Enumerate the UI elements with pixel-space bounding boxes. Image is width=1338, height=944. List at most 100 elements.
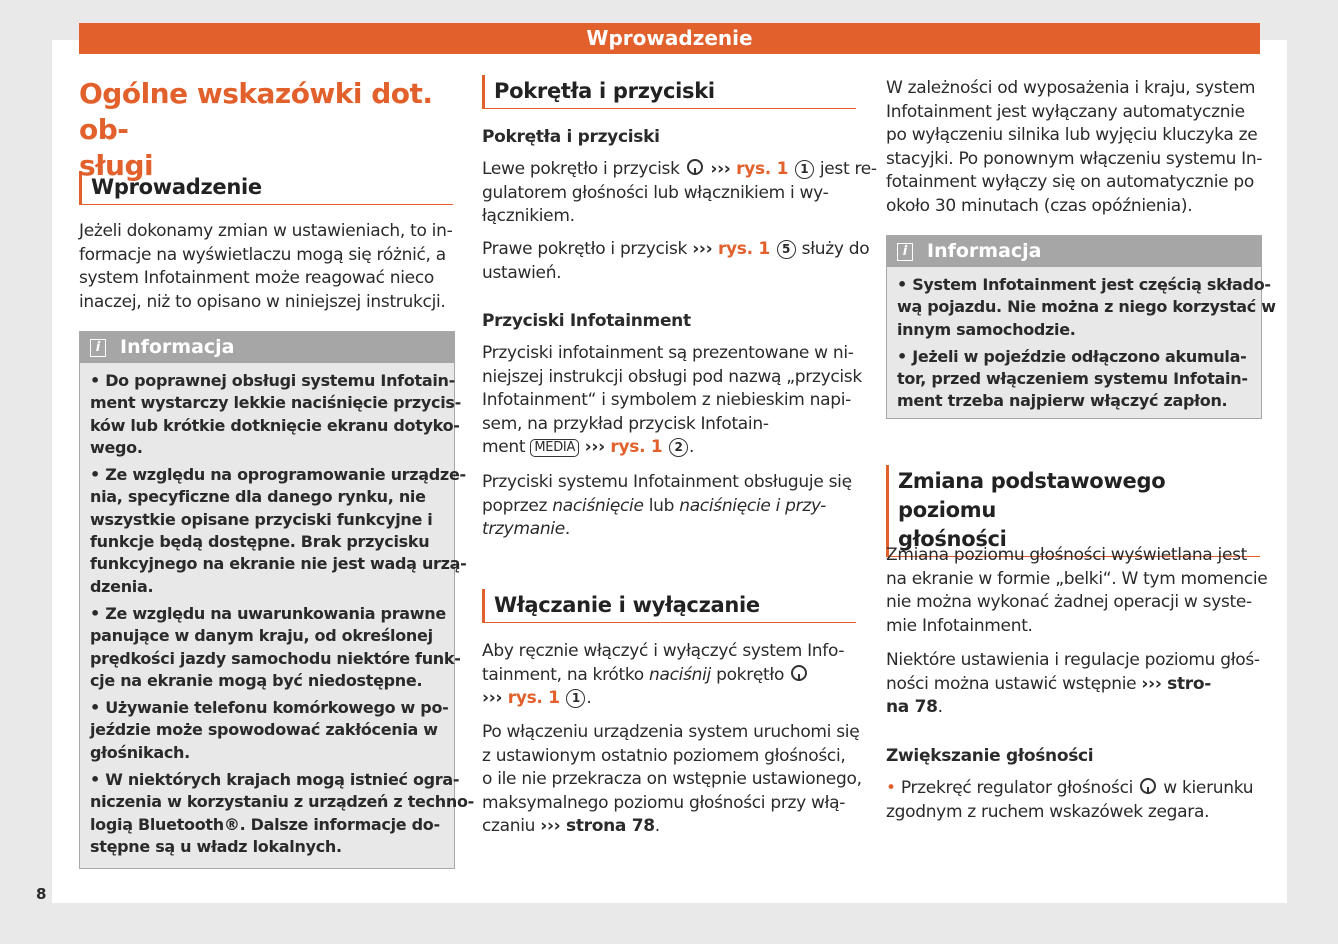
text-line: • Przekręć regulator głośności w kierunk… bbox=[886, 777, 1260, 801]
bold-text: na 78 bbox=[886, 697, 938, 718]
figure-reference[interactable]: rys. 1 bbox=[610, 437, 669, 458]
knob-icon bbox=[686, 159, 703, 175]
callout-number: 1 bbox=[794, 160, 814, 179]
text-line: ności można ustawić wstępnie ››› stro- bbox=[886, 673, 1260, 697]
bold-text: ››› stro- bbox=[1141, 673, 1212, 694]
paragraph: Po włączeniu urządzenia system uruchomi … bbox=[482, 721, 862, 839]
text: . bbox=[937, 697, 943, 718]
text-line: łącznikiem. bbox=[482, 206, 575, 227]
text-line: • System Infotainment jest częścią skład… bbox=[897, 275, 1271, 294]
text-line: około 30 minutach (czas opóźnienia). bbox=[886, 195, 1193, 216]
text-line: nia, specyficzne dla danego rynku, nie bbox=[90, 487, 426, 507]
text: . bbox=[564, 519, 570, 540]
text-line: na ekranie w formie „belki“. W tym momen… bbox=[886, 568, 1268, 589]
text-line: poprzez naciśnięcie lub naciśnięcie i pr… bbox=[482, 495, 856, 519]
text-line: panujące w danym kraju, od określonej bbox=[90, 626, 433, 646]
info-box-header: i Informacja bbox=[887, 236, 1261, 267]
bold-text: ››› bbox=[692, 239, 718, 259]
text-line: Aby ręcznie włączyć i wyłączyć system In… bbox=[482, 641, 845, 661]
text: czaniu bbox=[482, 816, 541, 837]
section-heading: Włączanie i wyłączanie bbox=[482, 589, 856, 623]
text-line: Przyciski infotainment są prezentowane w… bbox=[482, 343, 854, 363]
text-line: funkcje będą dostępne. Brak przycisku bbox=[90, 532, 430, 552]
figure-reference[interactable]: rys. 1 bbox=[507, 688, 566, 709]
text-line: • Ze względu na uwarunkowania prawne bbox=[90, 603, 446, 623]
text-line: wą pojazdu. Nie można z niego korzystać … bbox=[897, 297, 1276, 317]
subheading: Przyciski Infotainment bbox=[482, 310, 856, 334]
text-line: prędkości jazdy samochodu niektóre funk- bbox=[90, 648, 461, 668]
text: ment bbox=[482, 437, 531, 458]
paragraph: Lewe pokrętło i przycisk ››› rys. 1 1 je… bbox=[482, 158, 877, 229]
text: Przekręć regulator głośności bbox=[900, 778, 1139, 798]
text-line: Zmiana poziomu głośności wyświetlana jes… bbox=[886, 545, 1248, 565]
text-line: zgodnym z ruchem wskazówek zegara. bbox=[886, 801, 1210, 822]
text-line: z ustawionym ostatnio poziomem głośności… bbox=[482, 745, 846, 766]
knob-icon bbox=[1140, 778, 1157, 794]
figure-reference[interactable]: rys. 1 bbox=[736, 159, 794, 179]
text-line: • Do poprawnej obsługi systemu Infotain- bbox=[90, 371, 455, 390]
text-line: ment wystarczy lekkie naciśnięcie przyci… bbox=[90, 393, 461, 413]
italic-text: naciśnięcie bbox=[552, 495, 644, 516]
text: . bbox=[654, 816, 660, 837]
text-line: trzymanie. bbox=[482, 518, 856, 542]
bold-text: ››› strona 78 bbox=[540, 816, 655, 837]
text-line: Zmiana podstawowego poziomu bbox=[898, 469, 1166, 522]
text-line: Jeżeli dokonamy zmian w ustawieniach, to… bbox=[79, 221, 453, 241]
text-line: jeździe może spowodować zakłócenia w bbox=[90, 720, 438, 740]
info-bullet: • Jeżeli w pojeździe odłączono akumula-t… bbox=[887, 346, 1261, 413]
paragraph: Prawe pokrętło i przycisk ››› rys. 1 5 s… bbox=[482, 238, 870, 285]
text: służy do bbox=[796, 239, 870, 259]
paragraph: W zależności od wyposażenia i kraju, sys… bbox=[886, 77, 1262, 219]
info-bullet: • Do poprawnej obsługi systemu Infotain-… bbox=[80, 370, 461, 459]
text-line: • Używanie telefonu komórkowego w po- bbox=[90, 698, 449, 718]
media-button-label: MEDIA bbox=[530, 439, 580, 458]
chapter-header: Wprowadzenie bbox=[79, 23, 1260, 54]
info-bullet: • Ze względu na oprogramowanie urządze-n… bbox=[80, 464, 467, 598]
paragraph: Przyciski infotainment są prezentowane w… bbox=[482, 342, 862, 460]
text-line: Ogólne wskazówki dot. ob- bbox=[79, 77, 433, 146]
text-line: funkcyjnego na ekranie nie jest wadą urz… bbox=[90, 554, 467, 574]
text-line: system Infotainment może reagować nieco bbox=[79, 268, 434, 289]
info-box-header: i Informacja bbox=[80, 332, 454, 363]
text-line: Po włączeniu urządzenia system uruchomi … bbox=[482, 722, 860, 742]
subheading: Zwiększanie głośności bbox=[886, 745, 1260, 769]
text-line: innym samochodzie. bbox=[897, 319, 1076, 339]
paragraph: • Przekręć regulator głośności w kierunk… bbox=[886, 777, 1260, 824]
knob-icon bbox=[791, 664, 808, 681]
text-line: Infotainment jest wyłączany automatyczni… bbox=[886, 101, 1245, 122]
text-line: Prawe pokrętło i przycisk ››› rys. 1 5 s… bbox=[482, 238, 870, 262]
text-line: po wyłączeniu silnika lub wyjęciu kluczy… bbox=[886, 125, 1258, 146]
text-line: formacje na wyświetlaczu mogą się różnić… bbox=[79, 244, 446, 265]
text: jest re- bbox=[814, 159, 877, 179]
text: pokrętło bbox=[710, 664, 790, 685]
text-line: Przyciski systemu Infotainment obsługuje… bbox=[482, 472, 852, 492]
text-line: fotainment wyłączy się on automatycznie … bbox=[886, 172, 1254, 193]
info-bullet: • W niektórych krajach mogą istnieć ogra… bbox=[80, 769, 474, 858]
text-line: Zwiększanie głośności bbox=[886, 746, 1094, 766]
text-line: Lewe pokrętło i przycisk ››› rys. 1 1 je… bbox=[482, 158, 877, 182]
info-box-title: Informacja bbox=[927, 240, 1042, 262]
text: ności można ustawić wstępnie bbox=[886, 673, 1142, 694]
info-box-title: Informacja bbox=[120, 336, 235, 358]
italic-text: naciśnij bbox=[649, 664, 711, 685]
text-line: niczenia w korzystaniu z urządzeń z tech… bbox=[90, 792, 474, 812]
subheading: Pokrętła i przyciski bbox=[482, 126, 856, 150]
text-line: wszystkie opisane przyciski funkcyjne i bbox=[90, 509, 433, 529]
info-icon: i bbox=[90, 339, 106, 357]
info-bullet: • Używanie telefonu komórkowego w po-jeź… bbox=[80, 697, 454, 764]
text-line: Niektóre ustawienia i regulacje poziomu … bbox=[886, 650, 1260, 670]
text: poprzez bbox=[482, 495, 553, 516]
italic-text: naciśnięcie i przy- bbox=[679, 495, 826, 516]
text-line: o ile nie przekracza on wstępnie ustawio… bbox=[482, 769, 862, 790]
italic-text: trzymanie bbox=[482, 519, 565, 540]
text: . bbox=[586, 688, 592, 709]
text-line: sem, na przykład przycisk Infotain- bbox=[482, 413, 769, 434]
bold-text: ››› bbox=[579, 437, 611, 458]
text-line: Przyciski Infotainment bbox=[482, 311, 691, 331]
text-line: Pokrętła i przyciski bbox=[482, 127, 660, 147]
paragraph: Niektóre ustawienia i regulacje poziomu … bbox=[886, 649, 1260, 720]
text-line: ››› rys. 1 1. bbox=[482, 687, 856, 711]
callout-number: 2 bbox=[669, 438, 689, 458]
figure-reference[interactable]: rys. 1 bbox=[717, 239, 776, 259]
